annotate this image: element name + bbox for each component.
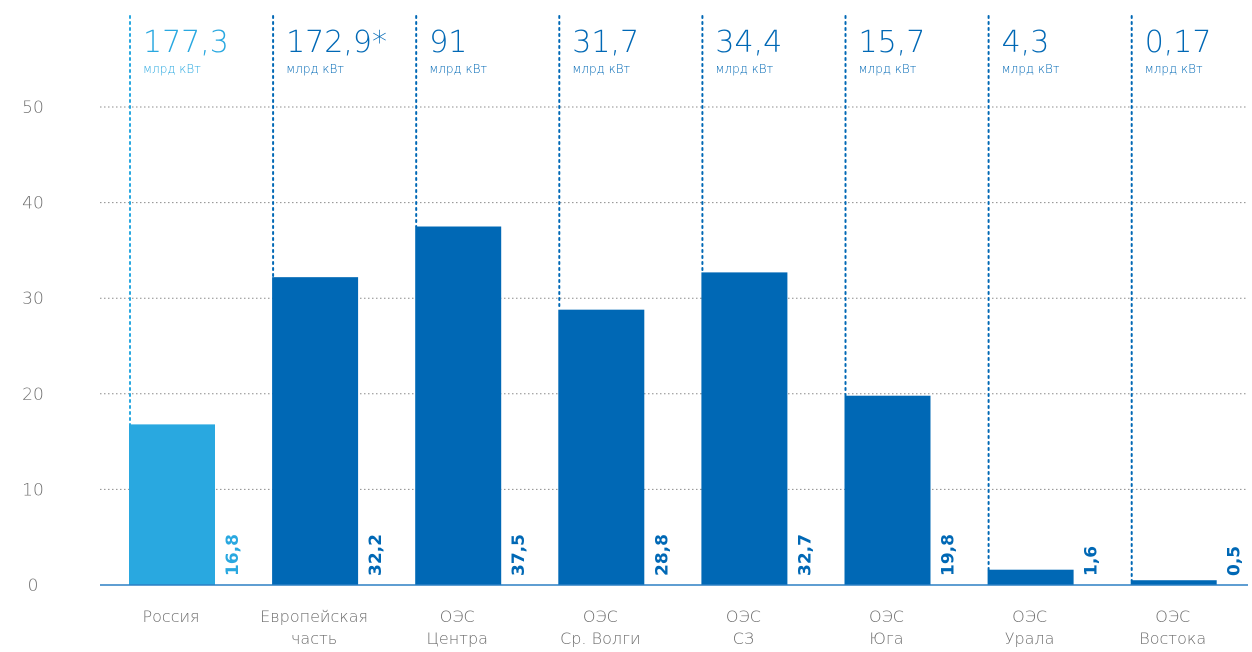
labels: 177,3 млрд кВт 16,8 Россия 172,9* млрд кВт 32,… — [142, 25, 1244, 648]
category-label: Европейская — [260, 607, 368, 626]
category-label: Урала — [1005, 629, 1055, 648]
bar — [558, 309, 645, 585]
category-label: ОЭС — [440, 607, 475, 626]
bar-value-label: 32,2 — [366, 534, 386, 576]
y-tick-label: 20 — [22, 385, 44, 405]
bar-value-label: 1,6 — [1082, 546, 1102, 576]
bar — [701, 272, 788, 585]
grid-lines — [100, 106, 1248, 490]
category-label: ОЭС — [583, 607, 618, 626]
total-unit-label: млрд кВт — [859, 62, 917, 76]
category-label: Ср. Волги — [560, 629, 640, 648]
bar — [272, 277, 359, 585]
leader-lines — [129, 15, 1133, 582]
bar-value-label: 0,5 — [1225, 546, 1245, 576]
total-value-label: 31,7 — [572, 25, 639, 60]
bar — [415, 226, 502, 585]
total-unit-label: млрд кВт — [572, 62, 630, 76]
y-tick-label: 40 — [22, 194, 44, 214]
total-value-label: 172,9* — [286, 25, 387, 60]
category-label: Центра — [426, 629, 487, 648]
bar — [129, 424, 215, 585]
y-tick-label: 30 — [22, 289, 44, 309]
total-value-label: 34,4 — [715, 25, 782, 60]
category-label: Россия — [142, 607, 199, 626]
bar-value-label: 37,5 — [509, 534, 529, 576]
total-unit-label: млрд кВт — [429, 62, 487, 76]
category-label: Востока — [1139, 629, 1206, 648]
bar-value-label: 19,8 — [939, 534, 959, 576]
category-label: Юга — [869, 629, 903, 648]
total-value-label: 91 — [429, 25, 467, 60]
bar-value-label: 16,8 — [223, 534, 243, 576]
total-unit-label: млрд кВт — [715, 62, 773, 76]
total-unit-label: млрд кВт — [143, 62, 201, 76]
total-unit-label: млрд кВт — [286, 62, 344, 76]
total-unit-label: млрд кВт — [1002, 62, 1060, 76]
y-tick-label: 10 — [22, 480, 44, 500]
category-label: ОЭС — [1155, 607, 1190, 626]
total-value-label: 15,7 — [859, 25, 926, 60]
bar-value-label: 28,8 — [652, 534, 672, 576]
category-label: часть — [291, 629, 337, 648]
y-tick-label: 50 — [22, 98, 44, 118]
total-value-label: 0,17 — [1145, 25, 1212, 60]
y-tick-label: 0 — [28, 576, 39, 596]
bars — [129, 226, 1217, 585]
category-label: ОЭС — [869, 607, 904, 626]
category-label: ОЭС — [726, 607, 761, 626]
bar-value-label: 32,7 — [795, 534, 815, 576]
category-label: СЗ — [733, 629, 754, 648]
total-value-label: 177,3 — [143, 25, 229, 60]
total-value-label: 4,3 — [1002, 25, 1050, 60]
bar — [987, 569, 1074, 585]
bar — [1130, 580, 1217, 585]
y-axis-ticks: 0 10 20 30 40 50 — [22, 98, 44, 596]
category-label: ОЭС — [1012, 607, 1047, 626]
total-unit-label: млрд кВт — [1145, 62, 1203, 76]
bar — [844, 395, 931, 585]
